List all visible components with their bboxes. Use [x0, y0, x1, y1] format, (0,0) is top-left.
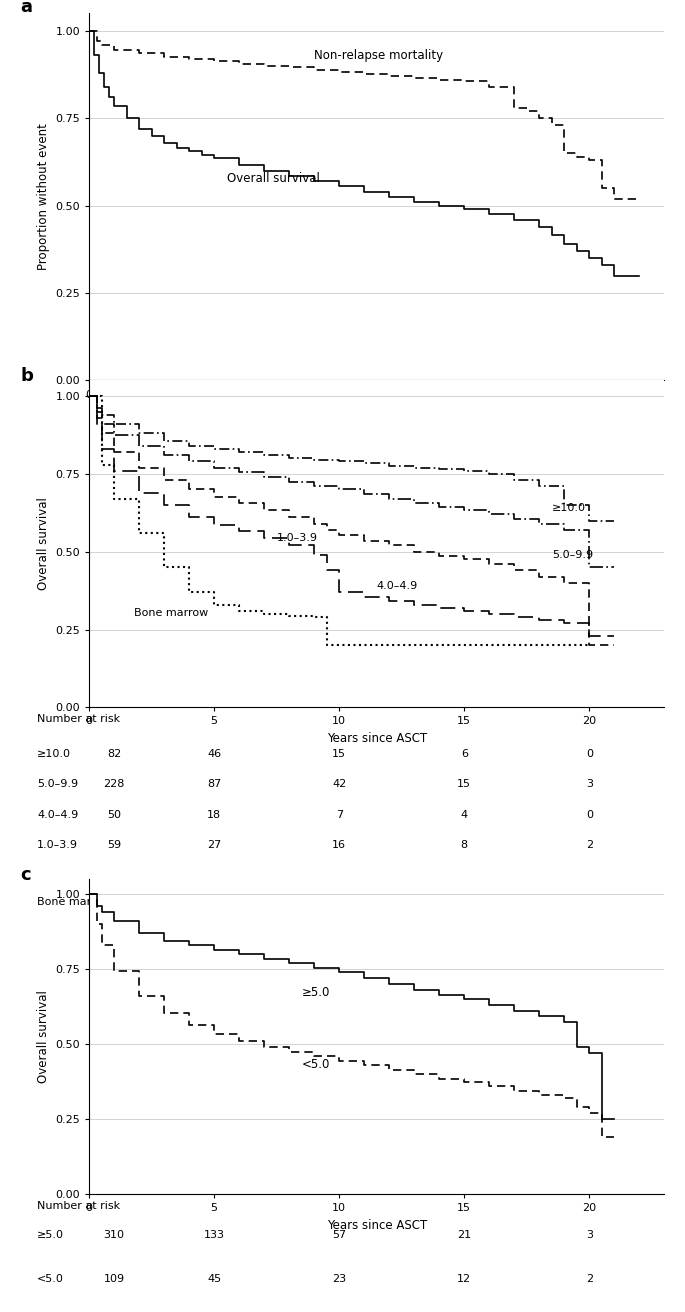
Text: 9: 9 [110, 897, 118, 907]
Text: 27: 27 [207, 841, 221, 850]
Text: 46: 46 [207, 749, 221, 758]
Y-axis label: Proportion without event: Proportion without event [37, 123, 50, 270]
Text: 4: 4 [461, 810, 468, 820]
Text: 2: 2 [586, 1274, 593, 1284]
Text: 3: 3 [586, 779, 593, 790]
Text: 4.0–4.9: 4.0–4.9 [37, 810, 79, 820]
Text: 109: 109 [103, 1274, 125, 1284]
Text: 16: 16 [332, 841, 346, 850]
Text: 2: 2 [336, 897, 342, 907]
Text: ≥10.0: ≥10.0 [37, 749, 71, 758]
Text: 0: 0 [586, 897, 593, 907]
Text: Bone marrow: Bone marrow [134, 607, 208, 618]
Text: ≥5.0: ≥5.0 [301, 987, 330, 998]
Text: 7: 7 [336, 810, 342, 820]
Text: Bone marrow: Bone marrow [37, 897, 112, 907]
Text: <5.0: <5.0 [37, 1274, 64, 1284]
Text: 82: 82 [107, 749, 121, 758]
Text: 23: 23 [332, 1274, 347, 1284]
X-axis label: Years since ASCT: Years since ASCT [327, 1219, 427, 1232]
Text: Overall survival: Overall survival [227, 172, 319, 185]
Text: 2: 2 [586, 841, 593, 850]
Text: 21: 21 [458, 1231, 471, 1240]
Text: 310: 310 [103, 1231, 125, 1240]
Text: Number at risk: Number at risk [37, 1202, 121, 1211]
Text: 6: 6 [461, 749, 468, 758]
Text: 8: 8 [461, 841, 468, 850]
Text: 3: 3 [210, 897, 218, 907]
Text: 42: 42 [332, 779, 347, 790]
Text: 15: 15 [458, 779, 471, 790]
Text: 4.0–4.9: 4.0–4.9 [377, 581, 418, 590]
Text: 3: 3 [586, 1231, 593, 1240]
Y-axis label: Overall survival: Overall survival [37, 497, 50, 590]
X-axis label: Years since ASCT: Years since ASCT [327, 732, 427, 745]
Text: b: b [20, 367, 33, 386]
Text: a: a [20, 0, 32, 17]
Text: 228: 228 [103, 779, 125, 790]
Text: c: c [20, 866, 31, 884]
Text: 57: 57 [332, 1231, 347, 1240]
Text: 1.0–3.9: 1.0–3.9 [37, 841, 78, 850]
Text: 5.0–9.9: 5.0–9.9 [37, 779, 78, 790]
Text: 0: 0 [586, 749, 593, 758]
Text: 2: 2 [461, 897, 468, 907]
Text: 0: 0 [586, 810, 593, 820]
Text: <5.0: <5.0 [301, 1057, 330, 1071]
Text: 45: 45 [207, 1274, 221, 1284]
Text: 15: 15 [332, 749, 346, 758]
Text: 5.0–9.9: 5.0–9.9 [552, 550, 593, 560]
Text: 1.0–3.9: 1.0–3.9 [277, 533, 318, 543]
Text: ≥5.0: ≥5.0 [37, 1231, 64, 1240]
Text: ≥10.0: ≥10.0 [552, 504, 586, 513]
Text: 133: 133 [203, 1231, 225, 1240]
Text: Non-relapse mortality: Non-relapse mortality [314, 49, 443, 62]
Text: Number at risk: Number at risk [37, 714, 121, 724]
X-axis label: Years since ASCT: Years since ASCT [327, 405, 427, 419]
Text: 87: 87 [207, 779, 221, 790]
Text: 18: 18 [207, 810, 221, 820]
Text: 50: 50 [107, 810, 121, 820]
Text: 12: 12 [458, 1274, 471, 1284]
Y-axis label: Overall survival: Overall survival [37, 991, 50, 1082]
Text: 59: 59 [107, 841, 121, 850]
